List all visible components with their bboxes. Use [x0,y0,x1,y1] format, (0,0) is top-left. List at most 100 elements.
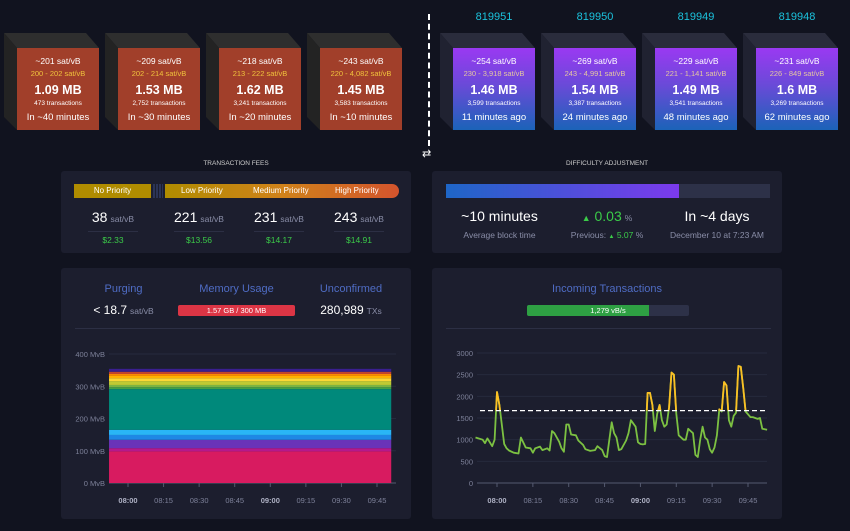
block-height-link[interactable]: 819948 [778,11,816,23]
incoming-chart[interactable]: 0 500 1000 1500 2000 2500 3000 08:00 08:15 08:30 0… [432,268,782,519]
mined-block[interactable]: ~254 sat/vB 230 - 3,918 sat/vB 1.46 MB 3,59… [440,33,536,130]
avg-block-time: ~10 minutes [461,208,538,224]
mempool-block[interactable]: ~243 sat/vB 220 - 4,082 sat/vB 1.45 MB 3,58… [307,33,403,130]
block-height-link[interactable]: 819949 [677,11,715,23]
y-tick-label: 2000 [456,392,473,401]
block-height-link[interactable]: 819951 [475,11,513,23]
block-face: ~218 sat/vB 213 - 222 sat/vB 1.62 MB 3,241 … [219,48,301,130]
difficulty-change-unit: % [624,213,633,223]
block-eta: In ~20 minutes [228,111,292,123]
adjustment-eta: In ~4 days [684,208,750,224]
fee-bar-separator [153,184,163,198]
block-age: 62 minutes ago [764,111,830,123]
block-size: 1.6 MB [776,82,818,97]
mined-block[interactable]: ~269 sat/vB 243 - 4,991 sat/vB 1.54 MB 3,38… [541,33,637,130]
mined-block[interactable]: ~231 sat/vB 226 - 849 sat/vB 1.6 MB 3,269 t… [743,33,839,130]
x-tick-label: 08:15 [154,496,173,505]
mempool-block[interactable]: ~218 sat/vB 213 - 222 sat/vB 1.62 MB 3,241 … [206,33,302,130]
memory-usage-bar: 1.57 GB / 300 MB [178,305,295,316]
low-priority-label: Low Priority [181,186,223,195]
block-face: ~201 sat/vB 200 - 202 sat/vB 1.09 MB 473 tr… [17,48,99,130]
block-tx-count: 3,541 transactions [669,99,723,107]
blockchain-divider [428,14,430,146]
purging-value: < 18.7 [93,303,128,317]
priority-bar: Low Priority Medium Priority High Priori… [165,184,399,198]
arrows-left-right-icon[interactable]: ⇄ [422,148,432,160]
block-median-fee: ~231 sat/vB [774,55,820,66]
fee-fiat: $13.56 [174,231,224,245]
y-tick-label: 2500 [456,371,473,380]
caret-up-icon: ▲ [608,234,615,240]
incoming-rate: 1,279 vB/s [590,306,626,315]
y-tick-label: 0 MvB [84,479,105,488]
block-face: ~231 sat/vB 226 - 849 sat/vB 1.6 MB 3,269 t… [756,48,838,130]
fee-rate: 221 sat/vB $13.56 [159,209,239,248]
x-tick-label: 08:15 [523,496,542,505]
block-tx-count: 3,387 transactions [568,99,622,107]
block-3d-faces [541,33,636,130]
fee-band [109,384,392,388]
fee-band [109,378,392,382]
high-priority-label: High Priority [335,186,379,195]
block-3d-faces [206,33,301,130]
difficulty-title: DIFFICULTY ADJUSTMENT [565,160,649,167]
block-fee-range: 226 - 849 sat/vB [769,68,825,78]
fee-value: 38 [91,209,108,225]
fee-fiat: $2.33 [88,231,138,245]
fee-band [109,387,392,390]
fee-band [109,429,392,435]
y-tick-label: 400 MvB [75,350,105,359]
difficulty-panel: ~10 minutes Average block time ▲ 0.03% P… [432,171,782,253]
fee-rate: 38 sat/vB $2.33 [73,209,153,248]
fee-band [109,375,392,379]
previous-change: 5.07 [616,230,634,240]
block-size: 1.46 MB [470,82,518,97]
fee-band [109,434,392,440]
x-tick-label: 09:45 [739,496,758,505]
mempool-block[interactable]: ~209 sat/vB 202 - 214 sat/vB 1.53 MB 2,752 … [105,33,201,130]
block-age: 11 minutes ago [461,111,527,123]
fee-band [109,448,392,452]
block-median-fee: ~209 sat/vB [136,55,182,66]
block-median-fee: ~243 sat/vB [338,55,384,66]
x-tick-label: 08:45 [225,496,244,505]
block-3d-faces [105,33,200,130]
block-tx-count: 2,752 transactions [132,99,186,107]
block-3d-faces [4,33,99,130]
fee-band [109,451,392,483]
block-fee-range: 220 - 4,082 sat/vB [330,68,392,78]
purging-unit: sat/vB [130,306,154,316]
y-tick-label: 1000 [456,436,473,445]
mempool-block[interactable]: ~201 sat/vB 200 - 202 sat/vB 1.09 MB 473 tr… [4,33,100,130]
fees-title: TRANSACTION FEES [203,160,269,167]
fee-band [109,381,392,385]
block-size: 1.62 MB [236,82,284,97]
unconfirmed-value: 280,989 [320,303,364,317]
adjustment-date: December 10 at 7:23 AM [669,230,765,240]
fee-fiat: $14.91 [334,231,384,245]
block-age: 24 minutes ago [562,111,628,123]
block-age: 48 minutes ago [663,111,729,123]
block-height-link[interactable]: 819950 [576,11,614,23]
block-tx-count: 3,269 transactions [770,99,824,107]
no-priority-bar: No Priority [74,184,151,198]
block-size: 1.45 MB [337,82,385,97]
x-tick-label: 09:00 [261,496,280,505]
block-fee-range: 213 - 222 sat/vB [232,68,288,78]
incoming-rate-bar: 1,279 vB/s [527,305,689,316]
mempool-chart[interactable]: 0 MvB 100 MvB 200 MvB 300 MvB 400 MvB 08:00 08… [61,268,411,519]
block-size: 1.49 MB [672,82,720,97]
incoming-line [475,365,768,458]
block-size: 1.54 MB [571,82,619,97]
block-eta: In ~10 minutes [329,111,393,123]
fee-band [109,439,392,449]
mined-block[interactable]: ~229 sat/vB 221 - 1,141 sat/vB 1.49 MB 3,54… [642,33,738,130]
fee-band [109,371,392,374]
fee-unit: sat/vB [200,214,224,224]
y-tick-label: 1500 [456,414,473,423]
block-face: ~209 sat/vB 202 - 214 sat/vB 1.53 MB 2,752 … [118,48,200,130]
block-face: ~243 sat/vB 220 - 4,082 sat/vB 1.45 MB 3,58… [320,48,402,130]
block-eta: In ~40 minutes [26,111,90,123]
fee-band [109,368,392,372]
unconfirmed-unit: TXs [366,306,382,316]
